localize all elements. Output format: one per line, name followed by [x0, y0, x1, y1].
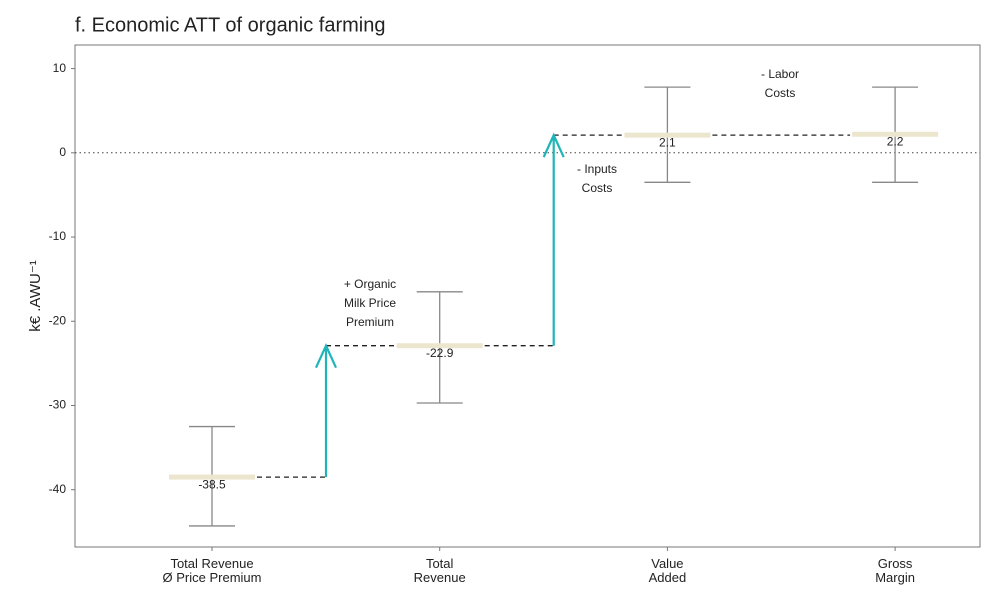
x-tick-label-line: Total — [426, 556, 454, 571]
annotation-line: - Inputs — [577, 162, 617, 176]
x-tick-label-line: Value — [651, 556, 683, 571]
value-label: -38.5 — [198, 477, 226, 491]
x-tick-label-line: Revenue — [414, 570, 466, 585]
y-tick-label: 10 — [53, 61, 67, 75]
x-tick-label-line: Total Revenue — [170, 556, 253, 571]
annotation-line: Premium — [346, 315, 394, 329]
step-arrow — [314, 343, 338, 478]
value-label: -22.9 — [426, 346, 454, 360]
y-tick-label: 0 — [59, 145, 66, 159]
mean-bar — [624, 132, 711, 138]
mean-bar — [852, 131, 939, 137]
annotation-line: Costs — [582, 181, 613, 195]
mean-bar — [396, 343, 483, 349]
chart-title: f. Economic ATT of organic farming — [75, 14, 386, 36]
x-tick-label: Gross Margin — [875, 556, 915, 585]
annotation-line: Costs — [765, 86, 796, 100]
annotation-line: Milk Price — [344, 296, 396, 310]
annotation: - Labor Costs — [761, 67, 799, 100]
x-tick-label-line: Added — [649, 570, 687, 585]
x-tick-label: Value Added — [649, 556, 687, 585]
annotation-line: + Organic — [344, 277, 396, 291]
step-arrow — [542, 132, 565, 346]
annotation-line: - Labor — [761, 67, 799, 81]
y-tick-label: -10 — [49, 229, 67, 243]
y-tick-label: -40 — [49, 482, 67, 496]
x-tick-label-line: Margin — [875, 570, 915, 585]
value-label: 2.1 — [659, 135, 676, 149]
y-axis-label: k€ .AWU⁻¹ — [27, 260, 44, 332]
x-tick-label: Total Revenue — [414, 556, 466, 585]
y-tick-label: -30 — [49, 398, 67, 412]
mean-bar — [169, 474, 255, 480]
value-label: 2.2 — [887, 134, 904, 148]
y-tick-label: -20 — [49, 313, 67, 327]
annotation: - Inputs Costs — [577, 162, 617, 195]
x-tick-label-line: Gross — [878, 556, 913, 571]
x-tick-label-line: Ø Price Premium — [163, 570, 262, 585]
x-tick-label: Total Revenue Ø Price Premium — [163, 556, 262, 585]
plot-frame — [74, 44, 981, 548]
annotation: + Organic Milk Price Premium — [344, 277, 397, 329]
